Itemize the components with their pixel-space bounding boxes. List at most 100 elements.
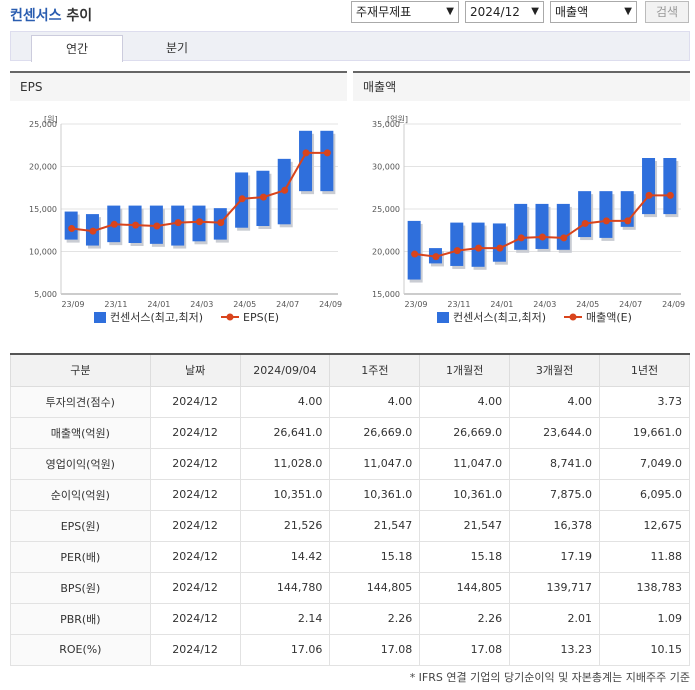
col-header: 1개월전 — [419, 353, 511, 387]
statement-type-select[interactable]: 주재무제표 ▼ — [351, 1, 459, 23]
consensus-range-bar — [663, 158, 677, 215]
estimate-point — [217, 219, 225, 227]
table-row: BPS(원) 2024/12 144,780 144,805 144,805 139,71… — [10, 571, 690, 604]
chevron-down-icon: ▼ — [624, 6, 632, 17]
legend-line-marker — [569, 313, 577, 321]
footnote: * IFRS 연결 기업의 당기순이익 및 자본총계는 지배주주 기준 — [409, 671, 690, 684]
consensus-range-bar — [299, 130, 313, 192]
row-date: 2024/12 — [149, 416, 241, 449]
legend-label: 컨센서스(최고,최저) — [110, 311, 203, 324]
estimate-point — [411, 250, 419, 258]
legend-label: EPS(E) — [243, 311, 279, 324]
row-value: 2.01 — [509, 602, 601, 635]
row-date: 2024/12 — [149, 633, 241, 666]
row-value: 11,047.0 — [329, 447, 421, 480]
row-date: 2024/12 — [149, 447, 241, 480]
table-row: 순이익(억원) 2024/12 10,351.0 10,361.0 10,361.0 7,… — [10, 478, 690, 511]
sales-chart-title: 매출액 — [353, 71, 690, 101]
estimate-point — [666, 191, 674, 199]
x-tick-label: 24/03 — [533, 300, 556, 309]
tab-annual[interactable]: 연간 — [31, 35, 123, 62]
row-value: 26,669.0 — [329, 416, 421, 449]
estimate-point — [624, 217, 632, 225]
tab-quarterly[interactable]: 분기 — [165, 41, 189, 55]
row-value: 17.19 — [509, 540, 601, 573]
row-value: 15.18 — [329, 540, 421, 573]
estimate-point — [281, 186, 289, 194]
row-date: 2024/12 — [149, 571, 241, 604]
row-value: 10,361.0 — [329, 478, 421, 511]
x-tick-label: 24/01 — [147, 300, 170, 309]
row-value: 7,049.0 — [599, 447, 690, 480]
x-tick-label: 23/09 — [61, 300, 84, 309]
search-button[interactable]: 검색 — [645, 1, 689, 23]
estimate-point — [302, 149, 310, 157]
table-row: 투자의견(점수) 2024/12 4.00 4.00 4.00 4.00 3.73 — [10, 385, 690, 418]
table-row: PER(배) 2024/12 14.42 15.18 15.18 17.19 11.88 — [10, 540, 690, 573]
x-tick-label: 24/03 — [190, 300, 213, 309]
estimate-point — [259, 193, 267, 201]
row-value: 23,644.0 — [509, 416, 601, 449]
row-value: 139,717 — [509, 571, 601, 604]
table-row: EPS(원) 2024/12 21,526 21,547 21,547 16,378 12,… — [10, 509, 690, 542]
period-tabs: 연간 분기 — [10, 31, 690, 62]
row-value: 21,547 — [329, 509, 421, 542]
estimate-point — [432, 253, 440, 261]
x-tick-label: 24/05 — [233, 300, 256, 309]
chevron-down-icon: ▼ — [531, 6, 539, 17]
row-date: 2024/12 — [149, 478, 241, 511]
eps-chart: 25,000 20,000 15,000 10,000 5,000 [원] 23/09 23/… — [29, 115, 342, 324]
col-header: 구분 — [10, 353, 151, 387]
y-tick-label: 25,000 — [372, 205, 400, 214]
row-label: EPS(원) — [10, 509, 151, 542]
eps-chart-panel: EPS 25,000 20,000 15,000 10,000 5,000 [원] 23/0… — [10, 71, 347, 329]
y-tick-label: 20,000 — [372, 248, 400, 257]
row-value: 19,661.0 — [599, 416, 690, 449]
row-value: 138,783 — [599, 571, 690, 604]
metric-select[interactable]: 매출액 ▼ — [550, 1, 637, 23]
y-tick-label: 20,000 — [29, 163, 57, 172]
period-select[interactable]: 2024/12 ▼ — [465, 1, 544, 23]
estimate-point — [238, 195, 246, 203]
row-value: 17.08 — [419, 633, 511, 666]
legend-line-marker — [226, 313, 234, 321]
legend-bar-swatch — [437, 312, 449, 323]
estimate-point — [323, 149, 331, 157]
col-header: 날짜 — [149, 353, 241, 387]
header: 컨센서스 추이 주재무제표 ▼ 2024/12 ▼ 매출액 ▼ 검색 — [0, 0, 695, 28]
row-value: 2.26 — [329, 602, 421, 635]
row-value: 7,875.0 — [509, 478, 601, 511]
page-title: 컨센서스 추이 — [10, 8, 93, 24]
col-header: 3개월전 — [509, 353, 601, 387]
row-value: 21,547 — [419, 509, 511, 542]
row-label: PBR(배) — [10, 602, 151, 635]
row-value: 17.06 — [239, 633, 331, 666]
y-tick-label: 25,000 — [29, 120, 57, 129]
row-value: 2.14 — [239, 602, 331, 635]
consensus-range-bar — [450, 222, 464, 266]
row-label: 투자의견(점수) — [10, 385, 151, 418]
table-header-row: 구분 날짜 2024/09/04 1주전 1개월전 3개월전 1년전 — [10, 353, 690, 387]
eps-chart-title: EPS — [10, 71, 347, 101]
y-axis-unit: [원] — [44, 115, 58, 124]
row-value: 10.15 — [599, 633, 690, 666]
x-tick-label: 23/11 — [447, 300, 470, 309]
y-axis-unit: [억원] — [387, 114, 408, 124]
estimate-point — [602, 217, 610, 225]
estimate-point — [475, 244, 483, 252]
row-value: 26,641.0 — [239, 416, 331, 449]
row-value: 26,669.0 — [419, 416, 511, 449]
chevron-down-icon: ▼ — [446, 6, 454, 17]
legend-label: 컨센서스(최고,최저) — [453, 311, 546, 324]
x-tick-label: 24/05 — [576, 300, 599, 309]
legend-label: 매출액(E) — [586, 311, 632, 324]
row-value: 144,805 — [329, 571, 421, 604]
row-value: 4.00 — [239, 385, 331, 418]
row-value: 11,028.0 — [239, 447, 331, 480]
estimate-point — [132, 221, 140, 229]
y-tick-label: 15,000 — [29, 205, 57, 214]
y-tick-label: 30,000 — [372, 163, 400, 172]
row-value: 11,047.0 — [419, 447, 511, 480]
estimate-point — [453, 247, 461, 255]
consensus-range-bar — [578, 191, 592, 238]
